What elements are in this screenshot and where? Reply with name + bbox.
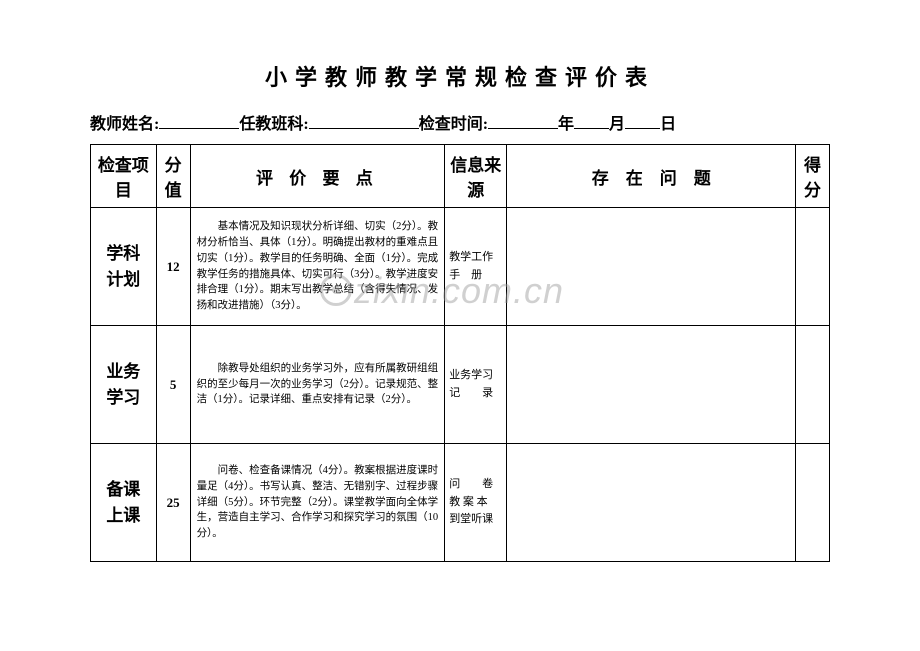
- hdr-score: 分值: [156, 145, 190, 208]
- item-cell: 业务学习: [91, 326, 157, 444]
- points-cell: 除教导处组织的业务学习外，应有所属教研组组织的至少每月一次的业务学习（2分）。记…: [190, 326, 445, 444]
- table-row: 业务学习 5 除教导处组织的业务学习外，应有所属教研组组织的至少每月一次的业务学…: [91, 326, 830, 444]
- hdr-source: 信息来源: [445, 145, 507, 208]
- meta-line: 教师姓名: 任教班科: 检查时间: 年 月 日: [90, 110, 830, 134]
- name-label: 教师姓名:: [90, 110, 159, 134]
- get-cell: [796, 444, 830, 562]
- year-blank: [488, 111, 558, 129]
- month-label: 月: [609, 110, 625, 134]
- source-cell: 教学工作手 册: [445, 208, 507, 326]
- evaluation-table: 检查项目 分值 评 价 要 点 信息来源 存 在 问 题 得分 学科计划 12 …: [90, 144, 830, 562]
- month-blank: [574, 111, 609, 129]
- hdr-points: 评 价 要 点: [190, 145, 445, 208]
- time-label: 检查时间:: [419, 110, 488, 134]
- item-cell: 备课上课: [91, 444, 157, 562]
- score-cell: 5: [156, 326, 190, 444]
- get-cell: [796, 326, 830, 444]
- hdr-problem: 存 在 问 题: [507, 145, 796, 208]
- get-cell: [796, 208, 830, 326]
- day-label: 日: [660, 110, 676, 134]
- hdr-item: 检查项目: [91, 145, 157, 208]
- page-title: 小学教师教学常规检查评价表: [90, 60, 830, 92]
- day-blank: [625, 111, 660, 129]
- header-row: 检查项目 分值 评 价 要 点 信息来源 存 在 问 题 得分: [91, 145, 830, 208]
- hdr-get: 得分: [796, 145, 830, 208]
- name-blank: [159, 111, 239, 129]
- score-cell: 25: [156, 444, 190, 562]
- item-cell: 学科计划: [91, 208, 157, 326]
- points-cell: 基本情况及知识现状分析详细、切实（2分）。教材分析恰当、具体（1分）。明确提出教…: [190, 208, 445, 326]
- table-row: 备课上课 25 问卷、检查备课情况（4分）。教案根据进度课时量足（4分）。书写认…: [91, 444, 830, 562]
- class-label: 任教班科:: [239, 110, 308, 134]
- points-cell: 问卷、检查备课情况（4分）。教案根据进度课时量足（4分）。书写认真、整洁、无错别…: [190, 444, 445, 562]
- table-row: 学科计划 12 基本情况及知识现状分析详细、切实（2分）。教材分析恰当、具体（1…: [91, 208, 830, 326]
- class-blank: [309, 111, 419, 129]
- problem-cell: [507, 208, 796, 326]
- score-cell: 12: [156, 208, 190, 326]
- source-cell: 业务学习记 录: [445, 326, 507, 444]
- year-label: 年: [558, 110, 574, 134]
- problem-cell: [507, 444, 796, 562]
- source-cell: 问 卷教 案 本到堂听课: [445, 444, 507, 562]
- problem-cell: [507, 326, 796, 444]
